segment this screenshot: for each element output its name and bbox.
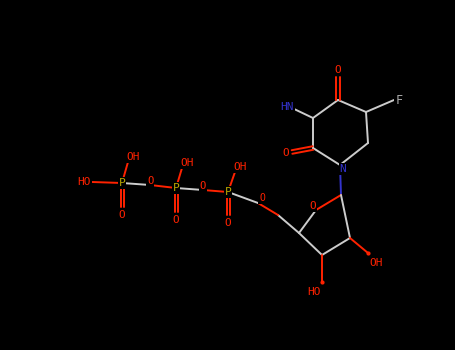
Text: OH: OH (126, 152, 140, 162)
Text: O: O (200, 181, 206, 191)
Text: P: P (225, 187, 232, 197)
Text: O: O (172, 215, 179, 225)
Text: O: O (259, 193, 265, 203)
Text: O: O (225, 218, 232, 228)
Text: P: P (172, 183, 179, 193)
Text: O: O (334, 65, 341, 75)
Text: OH: OH (369, 258, 383, 268)
Text: OH: OH (180, 158, 194, 168)
Text: OH: OH (233, 162, 247, 172)
Text: P: P (119, 178, 126, 188)
Text: N: N (339, 164, 346, 174)
Text: HO: HO (307, 287, 321, 297)
Text: HN: HN (280, 102, 294, 112)
Text: O: O (119, 210, 126, 220)
Text: O: O (147, 176, 153, 186)
Text: HO: HO (77, 177, 91, 187)
Text: F: F (395, 93, 403, 106)
Text: O: O (283, 148, 289, 158)
Text: O: O (309, 201, 316, 211)
